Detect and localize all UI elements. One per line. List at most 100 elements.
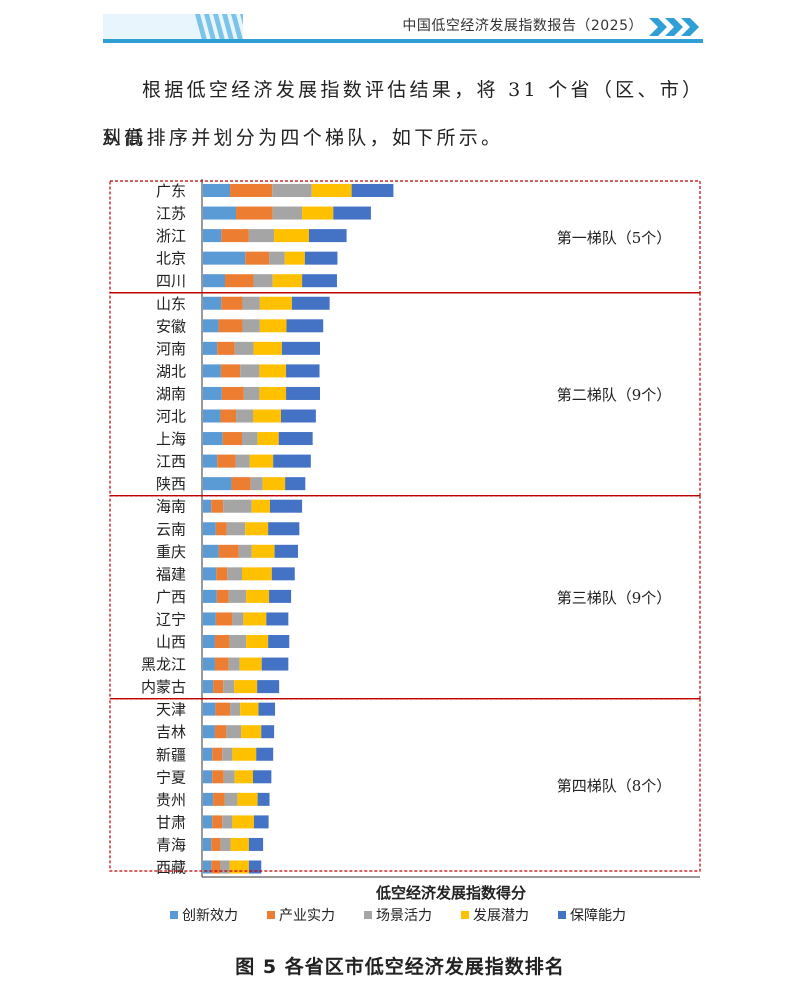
bar-segment [241, 432, 258, 446]
bar-segment [286, 319, 324, 333]
legend-label: 场景活力 [376, 908, 432, 924]
bar-segment [351, 184, 394, 197]
bar-segment [278, 432, 313, 446]
legend-label: 创新效力 [182, 908, 238, 924]
bar-segment [238, 544, 252, 558]
bar-segment [203, 409, 221, 423]
bar-segment [257, 792, 270, 806]
bar-segment [203, 567, 217, 581]
bar-segment [220, 409, 237, 423]
category-label: 河南 [156, 340, 186, 358]
bar-segment [285, 477, 306, 491]
bar-segment [220, 860, 230, 874]
category-label: 西藏 [156, 859, 186, 877]
bar-segment [216, 567, 228, 581]
bar-segment [253, 409, 281, 423]
bar-segment [241, 567, 272, 581]
bar-segment [333, 206, 371, 220]
bar-segment [203, 386, 222, 400]
bar-segment [203, 680, 214, 694]
legend-swatch [267, 911, 275, 919]
category-label: 北京 [156, 250, 186, 268]
bar-segment [253, 341, 282, 355]
bar-segment [221, 386, 244, 400]
bar-segment [223, 770, 235, 784]
bar-segment [302, 206, 334, 220]
legend-label: 保障能力 [570, 908, 626, 924]
bar-segment [227, 567, 242, 581]
bar-segment [217, 341, 235, 355]
bar-segment [262, 477, 286, 491]
bar-segment [203, 792, 214, 806]
bar-segment [258, 702, 276, 716]
bar-segment [268, 635, 290, 648]
body-paragraph-line-2: 到低排序并划分为四个梯队，如下所示。 [102, 127, 504, 149]
header-stripe [240, 14, 243, 26]
category-label: 山东 [156, 295, 186, 313]
bar-segment [212, 770, 224, 784]
bar-segment [269, 589, 292, 603]
bar-segment [217, 454, 236, 468]
bar-segment [246, 589, 270, 603]
bar-segment [220, 364, 241, 378]
bar-segment [250, 477, 263, 491]
bar-segment [203, 454, 218, 468]
bar-segment [212, 747, 223, 761]
tier-label: 第三梯队（9个） [557, 589, 672, 607]
bar-segment [235, 454, 250, 468]
bar-segment [218, 319, 243, 333]
bar-segment [211, 499, 224, 513]
bar-segment [236, 206, 273, 220]
body-paragraph-line-1: 根据低空经济发展指数评估结果，将 31 个省（区、市）从高 [102, 79, 695, 149]
tier-ranking-chart: 广东江苏浙江北京四川山东安徽河南湖北湖南河北上海江西陕西海南云南重庆福建广西辽宁… [109, 179, 701, 924]
bar-segment [243, 612, 267, 626]
bar-segment [231, 477, 251, 491]
bar-segment [230, 837, 249, 851]
bar-segment [215, 522, 227, 536]
bar-segment [203, 837, 212, 851]
bar-segment [203, 184, 231, 197]
bar-segment [203, 702, 216, 716]
bar-segment [248, 860, 262, 874]
bar-segment [203, 815, 213, 829]
bar-segment [237, 792, 258, 806]
category-label: 四川 [156, 272, 186, 290]
bar-segment [259, 364, 287, 378]
bar-segment [274, 544, 298, 558]
bar-segment [268, 522, 300, 536]
chevron-right-icon [649, 18, 699, 36]
legend-label: 产业实力 [279, 908, 335, 924]
bar-segment [226, 725, 242, 739]
tier-label: 第一梯队（5个） [557, 229, 672, 247]
bar-segment [272, 206, 303, 220]
bar-segment [242, 319, 260, 333]
header-stripe [222, 14, 234, 40]
bar-segment [230, 702, 241, 716]
category-label: 陕西 [156, 475, 186, 493]
legend-swatch [461, 911, 469, 919]
bar-segment [284, 251, 305, 265]
tier-label: 第二梯队（9个） [557, 386, 672, 404]
bar-segment [215, 702, 231, 716]
bar-segment [222, 432, 242, 446]
bar-segment [241, 725, 262, 739]
bar-segment [222, 747, 233, 761]
legend-swatch [364, 911, 372, 919]
category-label: 辽宁 [156, 610, 186, 628]
bar-segment [274, 229, 309, 243]
bar-segment [203, 860, 212, 874]
bar-segment [257, 680, 280, 694]
bar-segment [221, 296, 243, 310]
bar-segment [281, 341, 320, 355]
page-header: 中国低空经济发展指数报告（2025） [103, 14, 703, 43]
bar-segment [242, 296, 260, 310]
bar-segment [223, 499, 252, 513]
bar-segment [292, 296, 330, 310]
bar-segment [261, 725, 275, 739]
x-axis-title: 低空经济发展指数得分 [375, 884, 526, 902]
header-stripe [231, 14, 243, 40]
bar-segment [234, 341, 254, 355]
category-label: 内蒙古 [141, 678, 186, 696]
bar-segment [234, 770, 254, 784]
bar-segment [213, 792, 225, 806]
